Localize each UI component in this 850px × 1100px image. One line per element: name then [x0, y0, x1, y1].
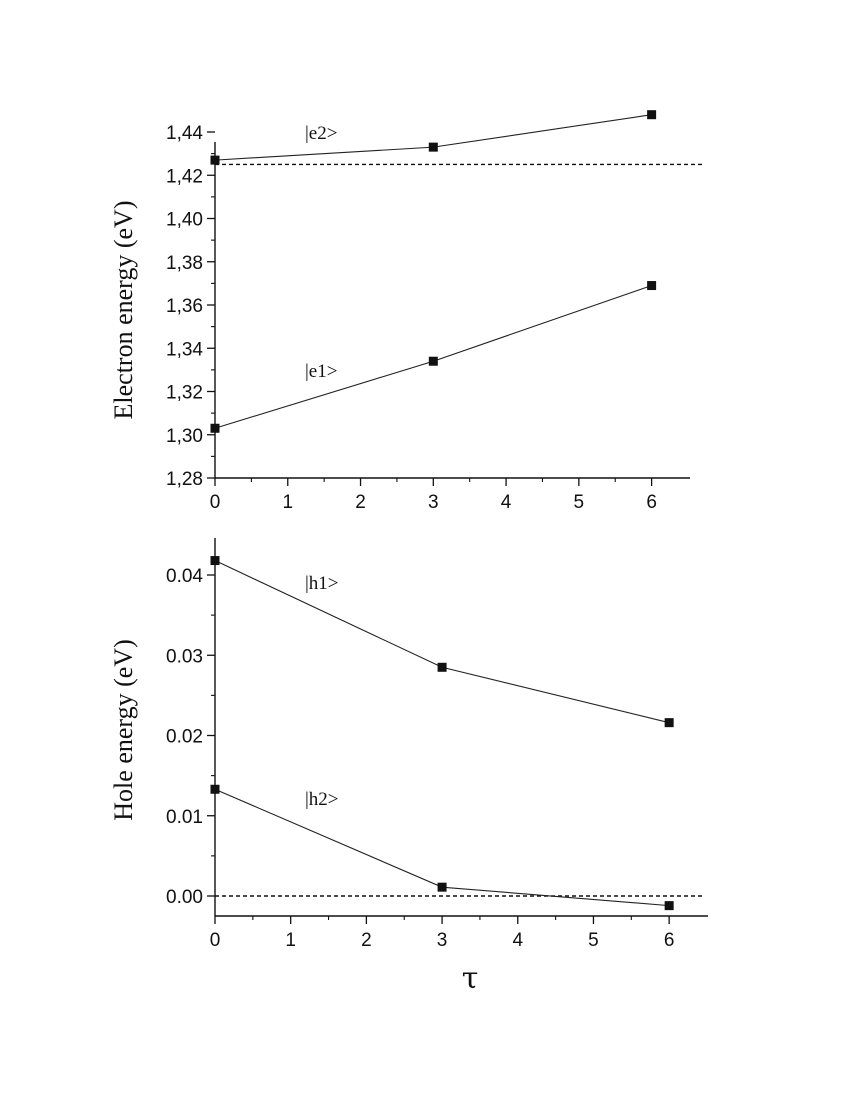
hole-x-tick-label: 5 [588, 930, 599, 951]
electron-energy-panel: 0 1 2 3 4 5 6 1,28 1,30 1,32 1,34 1,36 1,38 1,40 1,42 1… [109, 110, 703, 513]
electron-y-tick-label: 1,32 [166, 383, 203, 404]
electron-y-tick-label: 1,44 [166, 123, 203, 144]
hole-y-tick-label: 0.00 [166, 887, 203, 908]
electron-x-tick-label: 6 [646, 492, 657, 513]
e1-state-label: |e1> [305, 361, 337, 382]
hole-x-tick-label: 1 [285, 930, 296, 951]
electron-y-tick-label: 1,40 [166, 210, 203, 231]
h1-data-point [210, 556, 220, 566]
electron-y-tick-label: 1,38 [166, 253, 203, 274]
h2-data-point [437, 882, 447, 892]
hole-y-tick-label: 0.03 [166, 646, 203, 667]
electron-x-tick-label: 1 [282, 492, 293, 513]
e1-data-point [428, 356, 438, 366]
electron-y-tick-label: 1,34 [166, 339, 203, 360]
hole-y-tick-label: 0.04 [166, 566, 203, 587]
e2-series-line [214, 114, 652, 161]
hole-energy-panel: 0 1 2 3 4 5 6 0.00 0.01 0.02 0.03 0.04 |h1> |h2> Ho… [109, 538, 708, 996]
electron-x-tick-label: 2 [355, 492, 366, 513]
electron-y-tick-label: 1,30 [166, 426, 203, 447]
hole-x-tick-label: 4 [512, 930, 523, 951]
tau-x-axis-title: τ [462, 961, 479, 996]
e1-data-point [210, 423, 220, 433]
hole-energy-y-axis-title: Hole energy (eV) [109, 639, 138, 820]
h2-state-label: |h2> [305, 789, 339, 810]
hole-x-tick-label: 0 [210, 930, 221, 951]
h1-data-point [664, 718, 674, 728]
h2-data-point [210, 784, 220, 794]
hole-x-tick-label: 3 [437, 930, 448, 951]
electron-x-tick-label: 5 [574, 492, 585, 513]
electron-energy-axes [214, 142, 690, 479]
electron-x-tick-label: 4 [501, 492, 512, 513]
electron-energy-ticks: 0 1 2 3 4 5 6 1,28 1,30 1,32 1,34 1,36 1,38 1,40 1,42 1… [166, 123, 657, 513]
electron-y-tick-label: 1,36 [166, 296, 203, 317]
e2-state-label: |e2> [305, 123, 337, 144]
hole-energy-series [210, 556, 674, 911]
hole-x-tick-label: 2 [361, 930, 372, 951]
hole-energy-ticks: 0 1 2 3 4 5 6 0.00 0.01 0.02 0.03 0.04 [166, 566, 674, 951]
electron-energy-y-axis-title: Electron energy (eV) [109, 201, 138, 420]
electron-energy-series [210, 110, 657, 433]
hole-energy-axes [214, 538, 708, 917]
hole-y-tick-label: 0.01 [166, 807, 203, 828]
e2-data-point [428, 142, 438, 152]
h1-series-line [214, 560, 670, 724]
e2-data-point [647, 110, 657, 120]
h2-data-point [664, 901, 674, 911]
electron-y-tick-label: 1,42 [166, 166, 203, 187]
e2-data-point [210, 155, 220, 165]
h1-data-point [437, 662, 447, 672]
electron-x-tick-label: 0 [210, 492, 221, 513]
hole-y-tick-label: 0.02 [166, 727, 203, 748]
electron-y-tick-label: 1,28 [166, 469, 203, 490]
hole-x-tick-label: 6 [664, 930, 675, 951]
e1-data-point [647, 281, 657, 291]
h1-state-label: |h1> [305, 573, 339, 594]
electron-x-tick-label: 3 [428, 492, 439, 513]
